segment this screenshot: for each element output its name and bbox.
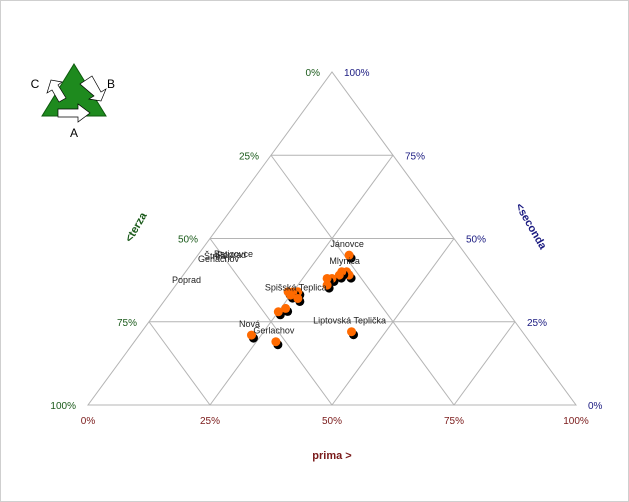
logo-label-c: C: [31, 77, 40, 91]
grid-line-prima-3: [453, 321, 516, 406]
logo-arrow-c-icon: [46, 79, 67, 103]
point-label-15: Nová: [239, 319, 260, 329]
data-point-7: [322, 280, 332, 290]
extra-label-4: Poprad: [172, 275, 201, 285]
data-point-16: [271, 337, 281, 347]
tick-left-4: 100%: [50, 401, 76, 412]
bottom-axis-title: prima >: [312, 450, 351, 462]
grid-line-terza-2: [209, 238, 333, 406]
point-label-17: Liptovská Teplička: [313, 316, 386, 326]
grid-line-terza-1: [270, 154, 455, 406]
point-label-1: Mlynica: [329, 256, 360, 266]
left-axis-title: <terza: [123, 210, 150, 245]
data-point-17: [347, 327, 357, 337]
grid-line-prima-2: [331, 238, 455, 406]
tick-right-4: 100%: [344, 68, 370, 79]
tick-left-0: 0%: [306, 68, 321, 79]
tick-right-2: 50%: [466, 235, 486, 246]
tick-bottom-3: 75%: [444, 416, 464, 427]
tick-right-1: 25%: [527, 318, 547, 329]
tick-right-0: 0%: [588, 401, 603, 412]
right-axis-title: <seconda: [513, 201, 549, 252]
grid-layer: [87, 71, 577, 406]
logo-label-a: A: [70, 126, 78, 140]
tick-right-3: 75%: [405, 151, 425, 162]
logo-arrow-b-icon: [79, 75, 107, 102]
extra-label-2: Batizovce: [214, 249, 253, 259]
tick-left-2: 50%: [178, 235, 198, 246]
data-points: [246, 250, 359, 350]
point-label-12: Spišská Teplica: [265, 282, 327, 292]
extra-label-0: Gerlachov: [198, 254, 240, 264]
point-label-0: Jánovce: [330, 239, 364, 249]
logo-label-b: B: [107, 77, 115, 91]
data-point-4: [334, 270, 344, 280]
grid-line-prima-1: [209, 154, 394, 406]
data-point-15: [246, 330, 256, 340]
data-point-13: [273, 307, 283, 317]
data-point-0: [344, 250, 354, 260]
tick-left-1: 25%: [239, 151, 259, 162]
tick-left-3: 75%: [117, 318, 137, 329]
logo-arrow-a-icon: [57, 103, 91, 123]
data-point-11: [286, 290, 296, 300]
tick-bottom-2: 50%: [322, 416, 342, 427]
tick-bottom-4: 100%: [563, 416, 589, 427]
data-point-14: [281, 303, 291, 313]
data-point-6: [322, 273, 332, 283]
extra-label-3: Poprad: [217, 250, 246, 260]
tick-labels: 0% 0% 0% 25% 25% 25% 50% 50% 50% 75% 75% 75% 100% 100…: [50, 68, 602, 427]
tick-bottom-1: 25%: [200, 416, 220, 427]
ternary-logo-icon: C B A: [31, 63, 115, 140]
point-label-16: Gerlachov: [253, 326, 295, 336]
extra-label-1: Štrba: [204, 251, 226, 261]
grid-line-terza-3: [148, 321, 211, 406]
tick-bottom-0: 0%: [81, 416, 96, 427]
data-point-12: [293, 293, 303, 303]
